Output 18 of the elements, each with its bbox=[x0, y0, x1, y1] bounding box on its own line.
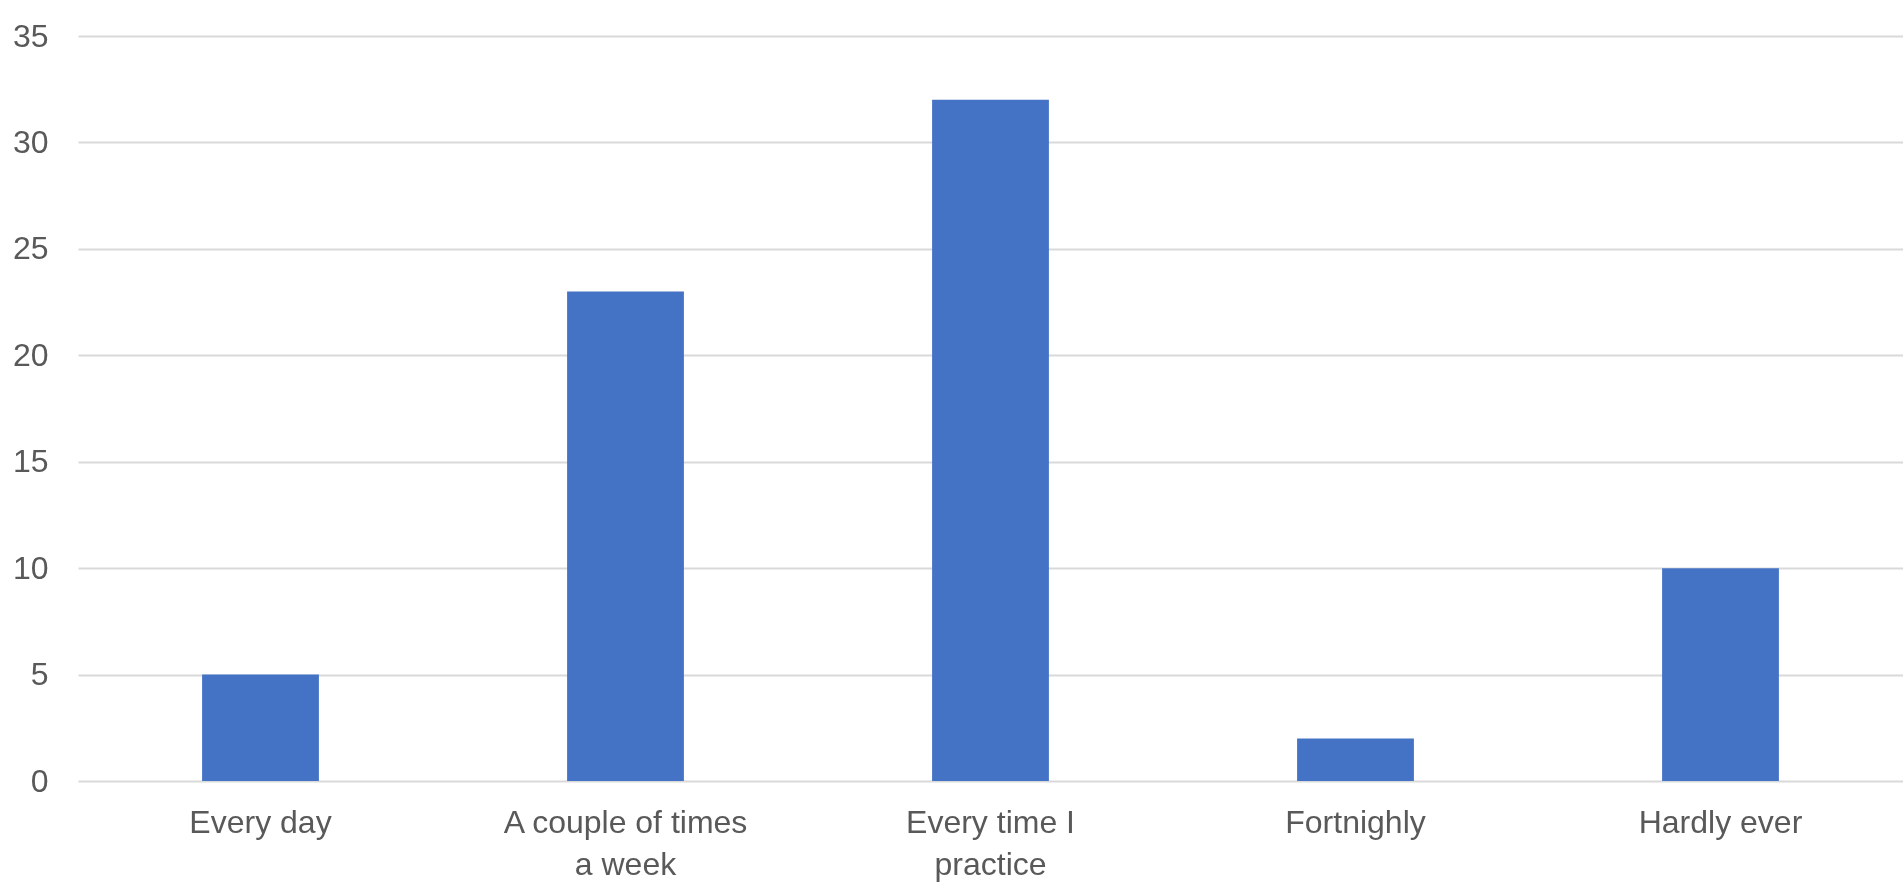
y-tick-label: 35 bbox=[12, 17, 49, 54]
y-tick-label: 20 bbox=[12, 336, 49, 373]
bar bbox=[932, 99, 1049, 781]
x-tick-label: Fortnighly bbox=[1285, 803, 1426, 840]
y-tick-label: 15 bbox=[12, 443, 49, 480]
bar bbox=[1297, 738, 1414, 781]
bar bbox=[567, 291, 684, 781]
x-tick-label: Hardly ever bbox=[1638, 803, 1803, 840]
y-tick-label: 25 bbox=[12, 230, 49, 267]
y-tick-label: 30 bbox=[12, 123, 49, 160]
x-tick-label: Every day bbox=[189, 803, 332, 840]
bar bbox=[1662, 568, 1779, 781]
y-tick-label: 5 bbox=[30, 656, 49, 693]
x-tick-label: A couple of times a week bbox=[503, 803, 748, 882]
bar bbox=[202, 674, 319, 781]
y-tick-label: 10 bbox=[12, 549, 49, 586]
x-tick-label: Every time I practice bbox=[906, 803, 1075, 882]
y-tick-label: 0 bbox=[30, 762, 49, 799]
